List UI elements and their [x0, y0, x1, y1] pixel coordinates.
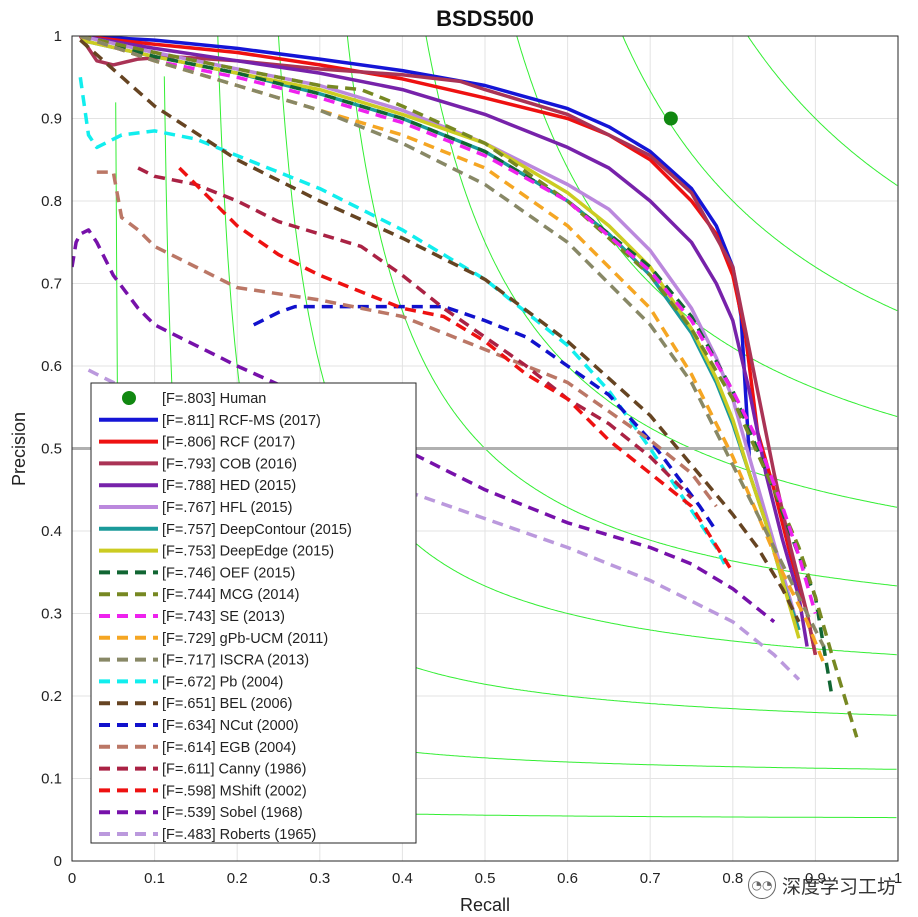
legend-label: [F=.744] MCG (2014) [162, 587, 299, 603]
legend-label: [F=.743] SE (2013) [162, 609, 285, 625]
y-tick-label: 0.7 [41, 276, 62, 293]
y-tick-label: 1 [54, 28, 62, 45]
x-tick-label: 0.5 [475, 870, 496, 887]
legend-label: [F=.483] Roberts (1965) [162, 827, 316, 843]
tick-labels: 0 0.1 0.2 0.3 0.4 0.5 0.6 0.7 0.8 0.9 1 0 0.1 0.2 0.3 0… [41, 28, 902, 887]
x-tick-label: 0 [68, 870, 76, 887]
human-point-layer [663, 111, 678, 126]
legend-label: [F=.634] NCut (2000) [162, 718, 299, 734]
wechat-icon: ◔◔ [747, 871, 776, 899]
x-axis-label: Recall [460, 895, 510, 915]
legend-label: [F=.614] EGB (2004) [162, 740, 296, 756]
legend-label: [F=.729] gPb-UCM (2011) [162, 631, 328, 647]
series-line [78, 36, 818, 656]
series-line [78, 77, 727, 565]
watermark-text: 深度学习工坊 [781, 875, 896, 898]
legend-box [90, 382, 417, 844]
iso-f-curve [346, 36, 897, 587]
legend-label: [F=.811] RCF-MS (2017) [162, 413, 321, 429]
series-line [80, 36, 809, 647]
legend-label: [F=.746] OEF (2015) [162, 565, 295, 581]
y-tick-label: 0.8 [41, 193, 62, 210]
series-line [178, 166, 735, 574]
x-tick-label: 1 [894, 870, 902, 887]
legend-label: [F=.806] RCF (2017) [162, 435, 295, 451]
legend-label: [F=.793] COB (2016) [162, 456, 297, 472]
series-line [79, 36, 826, 664]
series-line [79, 38, 801, 623]
legend-label: [F=.598] MShift (2002) [162, 783, 307, 799]
y-tick-label: 0.1 [41, 771, 62, 788]
series-lines [72, 36, 859, 738]
y-tick-label: 0.5 [41, 441, 62, 458]
x-tick-label: 0.7 [640, 870, 661, 887]
legend-marker [122, 391, 136, 405]
x-tick-label: 0.8 [722, 870, 743, 887]
y-tick-label: 0.2 [41, 688, 62, 705]
x-tick-label: 0.9 [805, 870, 826, 887]
x-tick-label: 0.3 [309, 870, 330, 887]
legend-label: [F=.717] ISCRA (2013) [162, 653, 309, 669]
series-line [252, 304, 718, 532]
legend-label: [F=.788] HED (2015) [162, 478, 296, 494]
series-line [79, 38, 801, 639]
legend-label: [F=.611] Canny (1986) [162, 762, 306, 778]
x-tick-label: 0.6 [557, 870, 578, 887]
watermark: ◔◔ 深度学习工坊 [747, 871, 896, 899]
y-tick-label: 0.6 [41, 358, 62, 375]
series-line [137, 166, 693, 500]
legend-label: [F=.767] HFL (2015) [162, 500, 292, 516]
legend: [F=.803] Human [F=.811] RCF-MS (2017) [F=.… [90, 382, 417, 844]
iso-f-curve [425, 36, 898, 508]
chart-title: BSDS500 [436, 6, 534, 31]
series-line [72, 228, 776, 624]
x-tick-label: 0.4 [392, 870, 413, 887]
y-tick-label: 0.9 [41, 111, 62, 128]
legend-label: [F=.757] DeepContour (2015) [162, 522, 352, 538]
legend-label: [F=.651] BEL (2006) [162, 696, 292, 712]
y-tick-label: 0.3 [41, 606, 62, 623]
legend-label: [F=.803] Human [162, 391, 266, 407]
y-tick-label: 0.4 [41, 523, 62, 540]
legend-label: [F=.753] DeepEdge (2015) [162, 544, 334, 560]
plot-frame [71, 35, 899, 862]
x-tick-label: 0.1 [144, 870, 165, 887]
series-line [79, 36, 818, 614]
series-line [79, 36, 859, 738]
y-tick-label: 0 [54, 853, 62, 870]
iso-f-curve [747, 36, 898, 186]
legend-label: [F=.672] Pb (2004) [162, 674, 283, 690]
legend-label: [F=.539] Sobel (1968) [162, 805, 303, 821]
iso-f-curve [622, 36, 898, 312]
series-line [87, 368, 801, 681]
y-axis-label: Precision [9, 412, 29, 486]
x-tick-label: 0.2 [227, 870, 248, 887]
series-line [96, 170, 718, 508]
human-point [663, 111, 678, 126]
